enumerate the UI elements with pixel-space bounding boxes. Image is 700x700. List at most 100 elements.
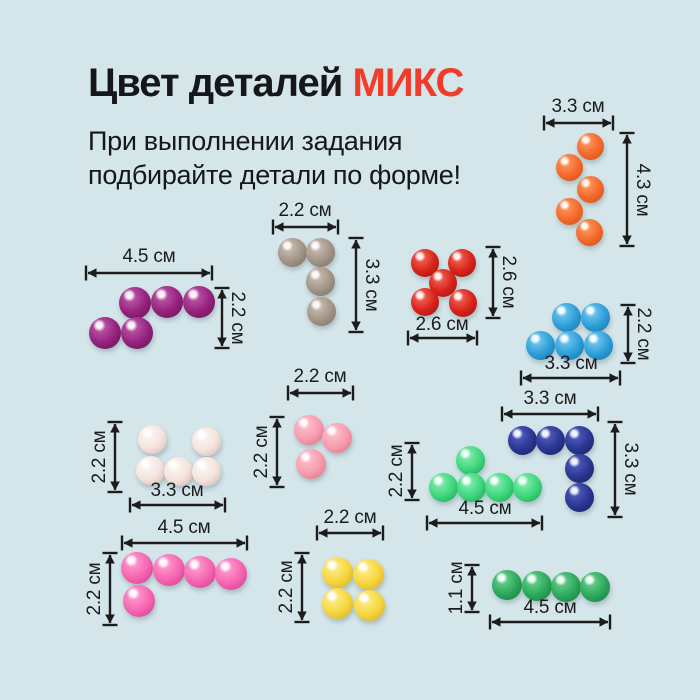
dimension-arrowhead [610,506,620,516]
gray-ball [306,296,336,326]
orange-ball [576,175,604,203]
lightblue-ball [525,330,555,360]
dimension-arrowhead [351,321,361,331]
dimension-darkblue-h [500,406,600,422]
page-title-text: Цвет деталей [88,61,343,105]
dimension-arrowhead [545,118,555,128]
dimension-arrowhead [587,409,597,419]
dimension-arrowhead [274,222,284,232]
dimension-orange-v [619,131,635,248]
gray-ball [305,237,335,267]
dim-label-cream-h: 3.3 см [150,480,204,501]
dim-label-yellow-h: 2.2 см [323,507,377,528]
dimension-arrowhead [531,518,541,528]
dim-label-green-v: 2.2 см [386,444,407,498]
dimension-arrowhead [491,617,501,627]
dimension-darkblue-v [607,420,623,519]
dimension-arrowhead [123,538,133,548]
dimension-orange-h [542,115,615,131]
hotpink-ball [123,585,155,617]
dimension-gray-h [271,219,340,235]
dimension-lightblue-h [519,370,622,386]
green-ball [455,445,485,475]
hotpink-ball [184,556,216,588]
dimension-arrowhead [623,352,633,362]
dimension-red-v [485,245,501,320]
orange-ball [555,153,583,181]
page-subtitle: При выполнении задания подбирайте детали … [88,124,648,192]
dimension-arrowhead [236,538,246,548]
lightblue-ball [551,302,581,332]
dimension-darkgreen-h [488,614,612,630]
dimension-green-h [425,515,544,531]
orange-ball [576,132,604,160]
dim-label-lightpink-h: 2.2 см [293,366,347,387]
dim-label-darkgreen-v: 1.1 см [446,561,467,615]
cream-ball [191,426,221,456]
page-title: Цвет деталей МИКС [88,62,648,104]
dimension-purple-h [84,265,214,281]
dimension-lightblue-v [620,303,636,365]
red-ball [411,288,439,316]
dimension-purple-v [214,286,230,350]
lightblue-ball [554,330,584,360]
dimension-arrowhead [105,554,115,564]
dimension-hotpink-h [120,535,249,551]
dim-label-green-h: 4.5 см [458,498,512,519]
yellow-ball [352,558,384,590]
orange-ball [575,218,603,246]
darkgreen-ball [551,572,581,602]
dim-label-darkblue-v: 3.3 см [620,442,641,496]
dimension-cream-v [107,420,123,494]
yellow-ball [353,589,385,621]
green-ball [428,472,458,502]
gray-ball [277,237,307,267]
dimension-arrowhead [407,489,417,499]
dimension-yellow-h [315,525,385,541]
darkblue-ball [564,425,594,455]
dimension-arrowhead [105,614,115,624]
dimension-cream-h [128,497,227,513]
dimension-arrowhead [467,601,477,611]
purple-ball [151,286,183,318]
hotpink-ball [215,558,247,590]
darkblue-ball [507,425,537,455]
cream-ball [191,456,221,486]
dimension-arrowhead [623,306,633,316]
dimension-arrowhead [409,333,419,343]
dim-label-hotpink-h: 4.5 см [157,517,211,538]
darkgreen-ball [492,570,522,600]
dimension-arrowhead [466,333,476,343]
darkblue-ball [564,482,594,512]
dimension-lightpink-h [286,385,355,401]
dimension-lightpink-v [269,415,285,489]
dim-label-darkblue-h: 3.3 см [523,388,577,409]
dimension-arrowhead [87,268,97,278]
dimension-gray-v [348,236,364,334]
dimension-arrowhead [488,248,498,258]
dimension-arrowhead [342,388,352,398]
dimension-arrowhead [214,500,224,510]
dimension-arrowhead [467,566,477,576]
dimension-arrowhead [272,476,282,486]
page-title-accent: МИКС [352,61,465,105]
orange-ball [555,197,583,225]
dimension-arrowhead [289,388,299,398]
dim-label-lightblue-v: 2.2 см [633,307,654,361]
darkblue-ball [564,453,594,483]
green-ball [484,472,514,502]
dimension-green-v [404,441,420,502]
green-ball [512,472,542,502]
dim-label-cream-v: 2.2 см [89,430,110,484]
dimension-arrowhead [522,373,532,383]
dimension-arrowhead [217,337,227,347]
lightblue-ball [580,302,610,332]
purple-ball [121,317,153,349]
dimension-arrowhead [351,239,361,249]
lightpink-ball [296,449,326,479]
dimension-arrowhead [110,481,120,491]
dimension-arrowhead [297,611,307,621]
dimension-arrowhead [131,500,141,510]
